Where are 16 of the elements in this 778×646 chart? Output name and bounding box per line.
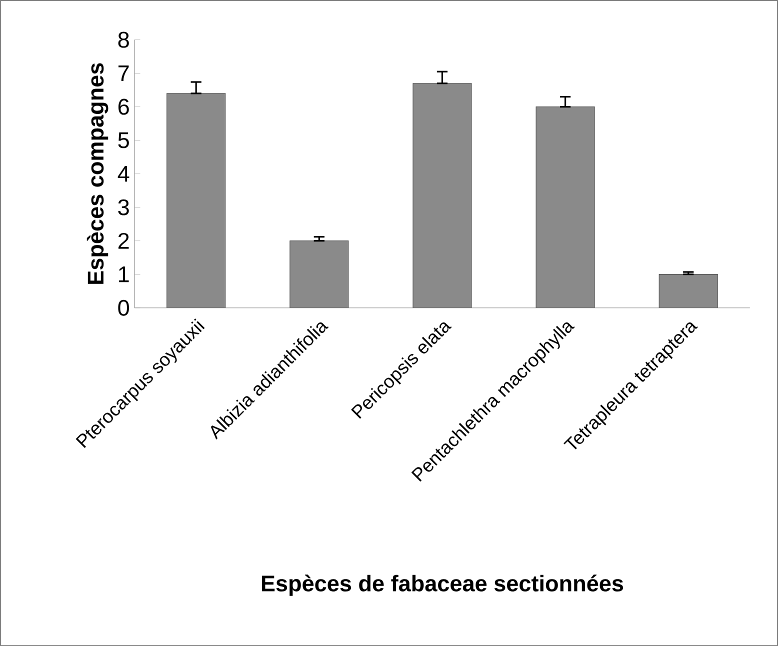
y-tick-label: 8: [118, 32, 129, 48]
bar: [536, 106, 595, 308]
y-tick-label: 6: [118, 98, 129, 115]
y-tick-label: 7: [118, 65, 129, 81]
y-tick-label: 2: [118, 232, 129, 249]
y-tick-label: 3: [118, 199, 129, 216]
bar: [412, 82, 472, 308]
bar: [658, 274, 718, 308]
bar: [290, 240, 349, 308]
bar: [166, 93, 226, 308]
x-axis-title: Espèces de fabaceae sectionnées: [262, 574, 624, 596]
y-axis-title: Espèces compagnes: [86, 63, 108, 284]
y-tick-label: 1: [119, 266, 129, 282]
y-tick-label: 5: [118, 132, 129, 148]
y-tick-label: 4: [118, 166, 130, 182]
y-tick-label: 0: [118, 300, 129, 316]
